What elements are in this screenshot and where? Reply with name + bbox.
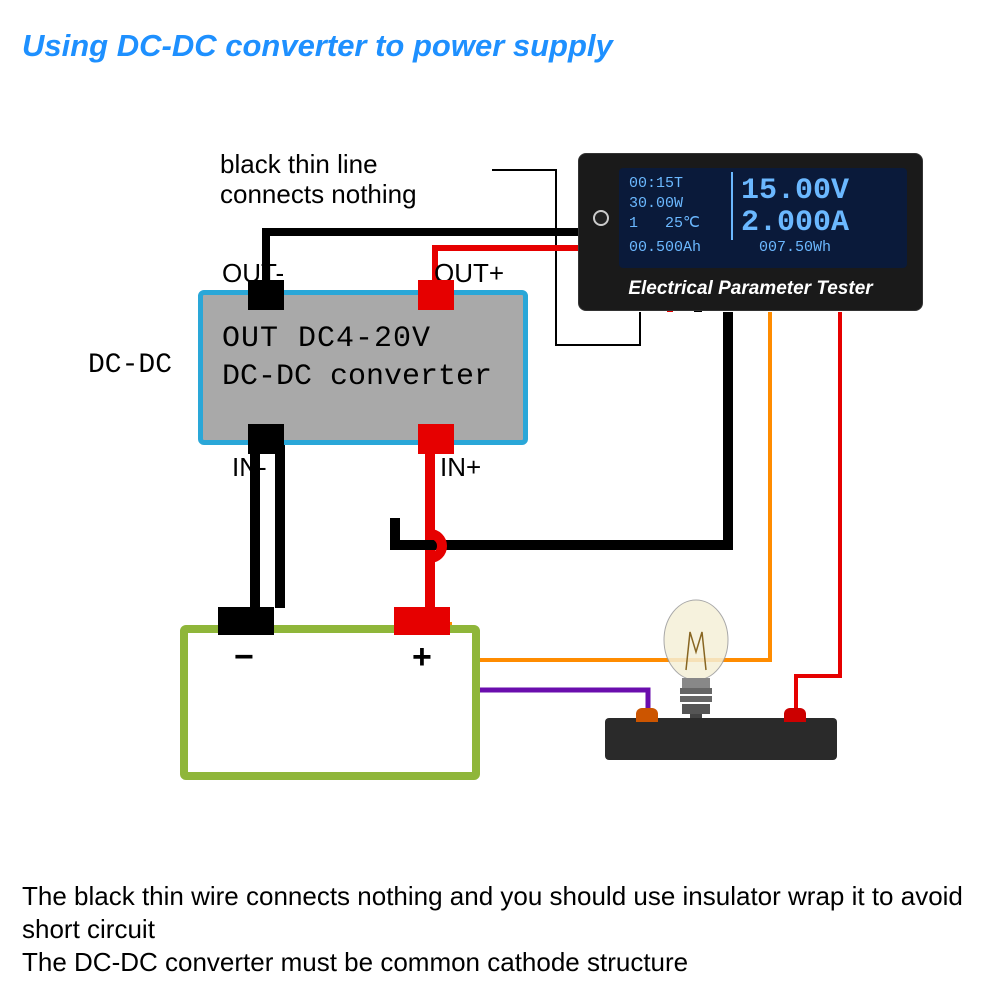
tester-label: Electrical Parameter Tester: [579, 278, 922, 300]
label-in-minus: IN-: [232, 452, 267, 483]
tester-button: [593, 210, 609, 226]
battery-box: [180, 625, 480, 780]
footer-line2: The DC-DC converter must be common catho…: [22, 946, 688, 979]
footer-line1: The black thin wire connects nothing and…: [22, 880, 1001, 945]
converter-line2: DC-DC converter: [222, 360, 492, 394]
bulb-contact-left: [636, 708, 658, 722]
battery-term-minus: [218, 607, 274, 635]
battery-plus-sym: +: [412, 638, 432, 677]
battery-minus-sym: −: [234, 638, 254, 677]
bulb-contact-right: [784, 708, 806, 722]
converter-line1: OUT DC4-20V: [222, 322, 431, 356]
term-in-plus: [418, 424, 454, 454]
tester-count: 1: [629, 214, 638, 234]
term-out-plus: [418, 280, 454, 310]
battery-term-plus: [394, 607, 450, 635]
tester-current: 2.000A: [741, 204, 849, 243]
tester-ah: 00.500Ah: [629, 238, 701, 258]
label-in-plus: IN+: [440, 452, 481, 483]
note-black-thin: black thin line connects nothing: [220, 150, 417, 210]
tester-watt: 30.00W: [629, 194, 683, 214]
dcdc-side-label: DC-DC: [88, 350, 172, 381]
tester-screen: 00:15T 30.00W 1 25℃ 00.500Ah 007.50Wh 15…: [619, 168, 907, 268]
bulb-base: [605, 718, 837, 760]
tester-time: 00:15T: [629, 174, 683, 194]
tester-divider: [731, 172, 733, 240]
parameter-tester: 00:15T 30.00W 1 25℃ 00.500Ah 007.50Wh 15…: [578, 153, 923, 311]
note-line1: black thin line: [220, 149, 378, 179]
tester-temp: 25℃: [665, 214, 700, 234]
wiring-diagram: [0, 0, 1001, 1001]
note-line2: connects nothing: [220, 179, 417, 209]
term-in-minus: [248, 424, 284, 454]
term-out-minus: [248, 280, 284, 310]
